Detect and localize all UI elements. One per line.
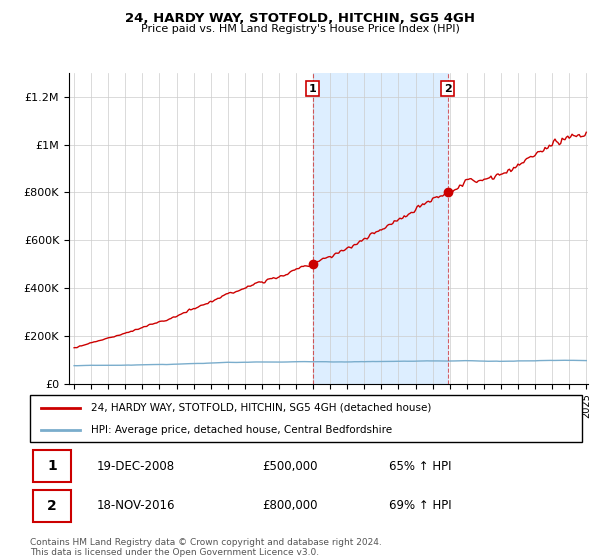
Text: HPI: Average price, detached house, Central Bedfordshire: HPI: Average price, detached house, Cent… [91,424,392,435]
Text: 2: 2 [47,498,57,513]
Bar [313,73,448,384]
Text: £500,000: £500,000 [262,460,317,473]
FancyBboxPatch shape [30,395,582,442]
FancyBboxPatch shape [33,450,71,483]
Text: 19-DEC-2008: 19-DEC-2008 [96,460,175,473]
Text: 65% ↑ HPI: 65% ↑ HPI [389,460,451,473]
Text: 24, HARDY WAY, STOTFOLD, HITCHIN, SG5 4GH: 24, HARDY WAY, STOTFOLD, HITCHIN, SG5 4G… [125,12,475,25]
Text: 2: 2 [444,83,452,94]
Text: Price paid vs. HM Land Registry's House Price Index (HPI): Price paid vs. HM Land Registry's House … [140,24,460,34]
Text: 18-NOV-2016: 18-NOV-2016 [96,499,175,512]
Text: £800,000: £800,000 [262,499,317,512]
Text: 69% ↑ HPI: 69% ↑ HPI [389,499,451,512]
Text: 24, HARDY WAY, STOTFOLD, HITCHIN, SG5 4GH (detached house): 24, HARDY WAY, STOTFOLD, HITCHIN, SG5 4G… [91,403,431,413]
Text: 1: 1 [309,83,316,94]
Text: 1: 1 [47,459,57,473]
FancyBboxPatch shape [33,489,71,522]
Text: Contains HM Land Registry data © Crown copyright and database right 2024.
This d: Contains HM Land Registry data © Crown c… [30,538,382,557]
